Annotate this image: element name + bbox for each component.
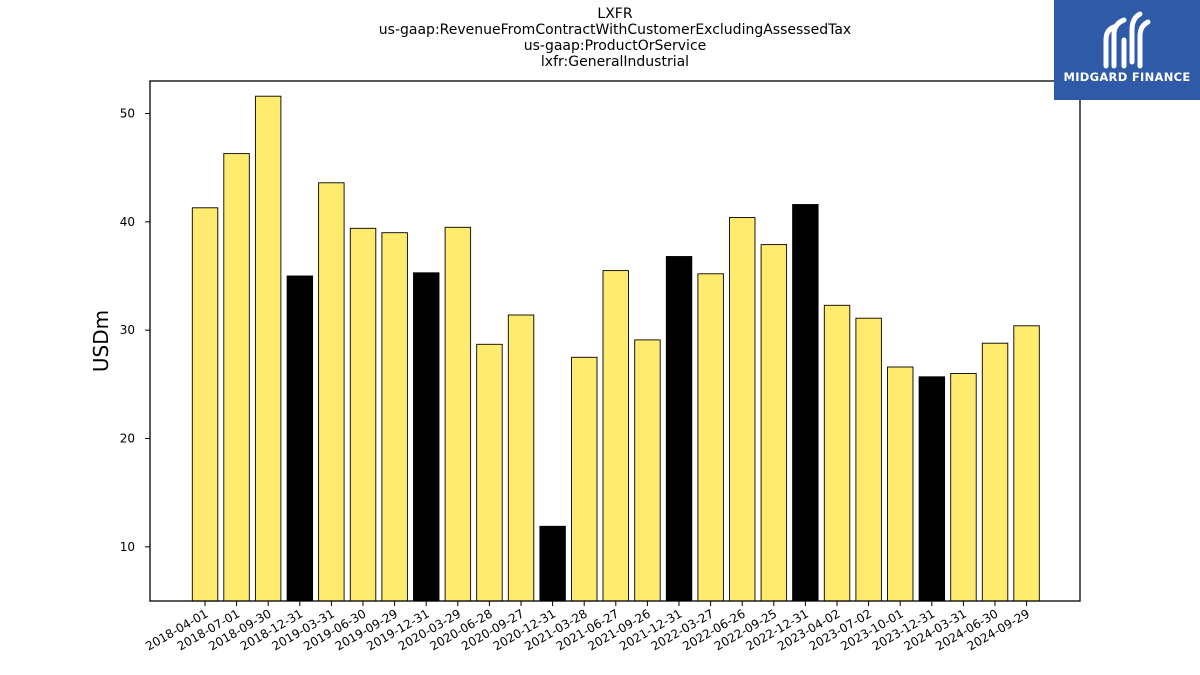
bar-2023-12-31 (918, 376, 946, 602)
plot-frame (149, 80, 1081, 602)
x-axis: 2018-04-012018-07-012018-09-302018-12-31… (143, 601, 1032, 653)
bar-2022-03-27 (697, 273, 724, 602)
logo-mark-icon (1103, 11, 1151, 69)
y-tick-label: 20 (120, 432, 135, 446)
bar-2020-03-29 (444, 226, 472, 602)
bar-2019-12-31 (413, 272, 440, 602)
bar-2024-09-29 (1013, 325, 1040, 602)
title-line-axis: us-gaap:ProductOrService (523, 38, 707, 54)
bars-group (191, 95, 1040, 602)
y-axis: 10 20 30 40 50 (120, 107, 150, 554)
bar-2020-12-31 (539, 525, 566, 602)
y-tick-label: 40 (120, 215, 135, 229)
bar-2018-07-01 (223, 153, 250, 602)
bar-2021-03-28 (571, 356, 598, 602)
bar-2019-03-31 (318, 182, 345, 602)
bar-2024-06-30 (981, 342, 1009, 602)
y-tick-label: 50 (120, 107, 135, 121)
bar-2020-09-27 (507, 314, 535, 602)
bar-2022-12-31 (792, 204, 819, 602)
bar-2020-06-28 (476, 343, 503, 602)
bar-2021-12-31 (665, 256, 693, 602)
bar-2019-09-29 (381, 232, 408, 602)
title-line-member: lxfr:GeneralIndustrial (540, 54, 690, 70)
bar-2021-09-26 (634, 339, 661, 602)
bar-2021-06-27 (602, 270, 629, 602)
bar-2022-06-26 (729, 217, 756, 602)
title-line-ticker: LXFR (597, 6, 633, 22)
chart-title: LXFR us-gaap:RevenueFromContractWithCust… (150, 6, 1080, 70)
bar-2018-12-31 (286, 275, 314, 602)
bar-2019-06-30 (349, 227, 377, 602)
bar-2023-10-01 (887, 366, 914, 602)
bar-2023-04-02 (823, 304, 851, 602)
y-tick-label: 30 (120, 323, 135, 337)
bar-2024-03-31 (950, 373, 977, 602)
logo-text: MIDGARD FINANCE (1063, 70, 1191, 84)
y-axis-label: USDm (89, 310, 113, 372)
bar-2018-04-01 (191, 207, 219, 602)
bar-2018-09-30 (254, 95, 282, 602)
title-line-concept: us-gaap:RevenueFromContractWithCustomerE… (378, 22, 852, 38)
bar-2022-09-25 (760, 244, 788, 602)
midgard-finance-logo: MIDGARD FINANCE (1054, 0, 1200, 100)
y-tick-label: 10 (120, 540, 135, 554)
bar-2023-07-02 (855, 317, 882, 602)
